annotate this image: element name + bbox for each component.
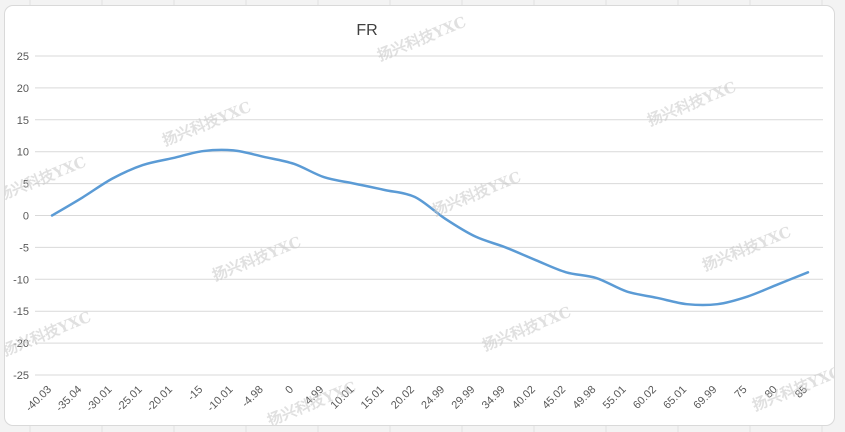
y-tick-label: -10 [13, 274, 29, 286]
y-tick-label: -20 [13, 338, 29, 350]
x-axis-tick-labels: -40.03 -35.04 -30.01 -25.01 -20.01 -15 -10.01-… [24, 384, 811, 415]
watermark-text: 扬兴科技YXC [5, 153, 89, 205]
x-tick-label: 60.02 [631, 384, 659, 412]
x-tick-label: -35.04 [54, 384, 85, 415]
y-tick-label: -15 [13, 306, 29, 318]
watermarks: 扬兴科技YXC 扬兴科技YXC 扬兴科技YXC 扬兴科技YXC 扬兴科技YXC 扬兴科技Y… [5, 13, 835, 425]
y-tick-label: 15 [17, 115, 29, 127]
x-tick-label: 34.99 [480, 384, 508, 412]
y-tick-label: -5 [19, 242, 29, 254]
chart-title: FR [356, 22, 377, 39]
series-line[interactable] [50, 148, 810, 307]
x-tick-label: 75 [732, 384, 749, 401]
x-tick-label: 65.01 [661, 384, 689, 412]
x-tick-label: 20.02 [389, 384, 417, 412]
x-tick-label: 24.99 [419, 384, 447, 412]
horizontal-gridlines [35, 55, 823, 376]
x-tick-label: 29.99 [450, 384, 478, 412]
y-axis-tick-labels: 25 20 15 10 5 0 -5 -10 -15 -20 -25 [13, 51, 29, 382]
y-tick-label: 25 [17, 51, 29, 63]
watermark-text: 扬兴科技YXC [210, 233, 304, 285]
x-tick-label: -40.03 [24, 384, 55, 415]
x-tick-label: 49.98 [570, 384, 598, 412]
x-tick-label: -20.01 [145, 384, 176, 415]
x-tick-label: 45.02 [540, 384, 568, 412]
chart-area[interactable]: 25 20 15 10 5 0 -5 -10 -15 -20 -25 -40.03 -35.04 -30… [4, 5, 835, 426]
y-tick-label: 0 [23, 211, 29, 223]
x-tick-label: 55.01 [601, 384, 629, 412]
y-tick-label: 5 [23, 179, 29, 191]
watermark-text: 扬兴科技YXC [645, 78, 739, 130]
watermark-text: 扬兴科技YXC [430, 168, 524, 220]
x-tick-label: -4.98 [240, 384, 266, 410]
x-tick-label: 40.02 [510, 384, 538, 412]
line-chart: 25 20 15 10 5 0 -5 -10 -15 -20 -25 -40.03 -35.04 -30… [5, 13, 835, 425]
y-tick-label: -25 [13, 370, 29, 382]
x-tick-label: -15 [186, 384, 206, 404]
x-tick-label: 0 [283, 384, 296, 397]
watermark-text: 扬兴科技YXC [750, 363, 835, 415]
x-tick-label: 69.99 [691, 384, 719, 412]
watermark-text: 扬兴科技YXC [700, 223, 794, 275]
watermark-text: 扬兴科技YXC [160, 98, 254, 150]
x-tick-label: 15.01 [359, 384, 387, 412]
x-tick-label: -10.01 [205, 384, 236, 415]
y-tick-label: 20 [17, 83, 29, 95]
y-tick-label: 10 [17, 147, 29, 159]
watermark-text: 扬兴科技YXC [480, 303, 574, 355]
x-tick-label: -30.01 [84, 384, 115, 415]
x-tick-label: -25.01 [114, 384, 145, 415]
watermark-text: 扬兴科技YXC [375, 13, 469, 65]
